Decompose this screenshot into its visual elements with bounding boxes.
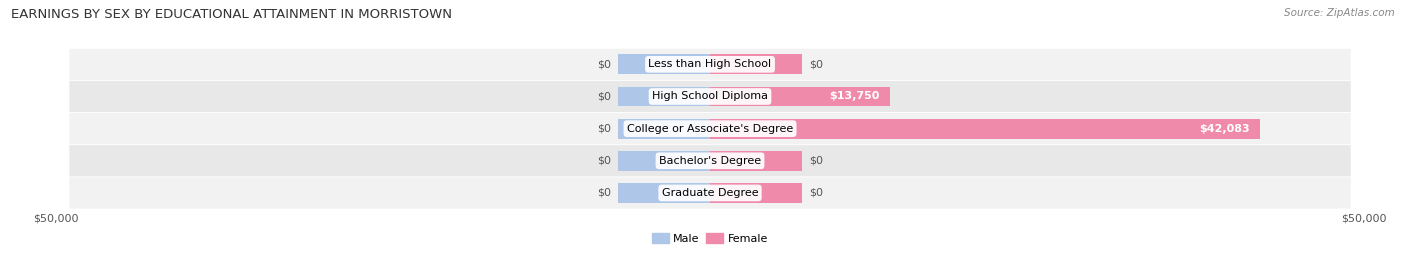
Text: $0: $0: [810, 59, 824, 69]
Text: Less than High School: Less than High School: [648, 59, 772, 69]
Text: $13,750: $13,750: [830, 91, 879, 102]
Text: $0: $0: [810, 188, 824, 198]
Text: $0: $0: [596, 124, 610, 134]
Text: $0: $0: [596, 188, 610, 198]
FancyBboxPatch shape: [69, 145, 1351, 176]
Text: $0: $0: [596, 156, 610, 166]
FancyBboxPatch shape: [69, 113, 1351, 144]
Text: $0: $0: [596, 91, 610, 102]
FancyBboxPatch shape: [69, 81, 1351, 112]
Text: Bachelor's Degree: Bachelor's Degree: [659, 156, 761, 166]
FancyBboxPatch shape: [69, 177, 1351, 209]
Text: EARNINGS BY SEX BY EDUCATIONAL ATTAINMENT IN MORRISTOWN: EARNINGS BY SEX BY EDUCATIONAL ATTAINMEN…: [11, 8, 453, 21]
Text: Source: ZipAtlas.com: Source: ZipAtlas.com: [1284, 8, 1395, 18]
Text: Graduate Degree: Graduate Degree: [662, 188, 758, 198]
Bar: [619, 87, 710, 106]
Bar: [710, 183, 801, 203]
Bar: [710, 119, 1260, 139]
FancyBboxPatch shape: [69, 49, 1351, 80]
Text: College or Associate's Degree: College or Associate's Degree: [627, 124, 793, 134]
Legend: Male, Female: Male, Female: [648, 229, 772, 248]
Bar: [619, 151, 710, 171]
Text: $0: $0: [596, 59, 610, 69]
Bar: [710, 87, 890, 106]
Bar: [619, 183, 710, 203]
Text: $0: $0: [810, 156, 824, 166]
Bar: [619, 119, 710, 139]
Text: $42,083: $42,083: [1199, 124, 1250, 134]
Bar: [619, 54, 710, 74]
Text: High School Diploma: High School Diploma: [652, 91, 768, 102]
Bar: [710, 151, 801, 171]
Bar: [710, 54, 801, 74]
